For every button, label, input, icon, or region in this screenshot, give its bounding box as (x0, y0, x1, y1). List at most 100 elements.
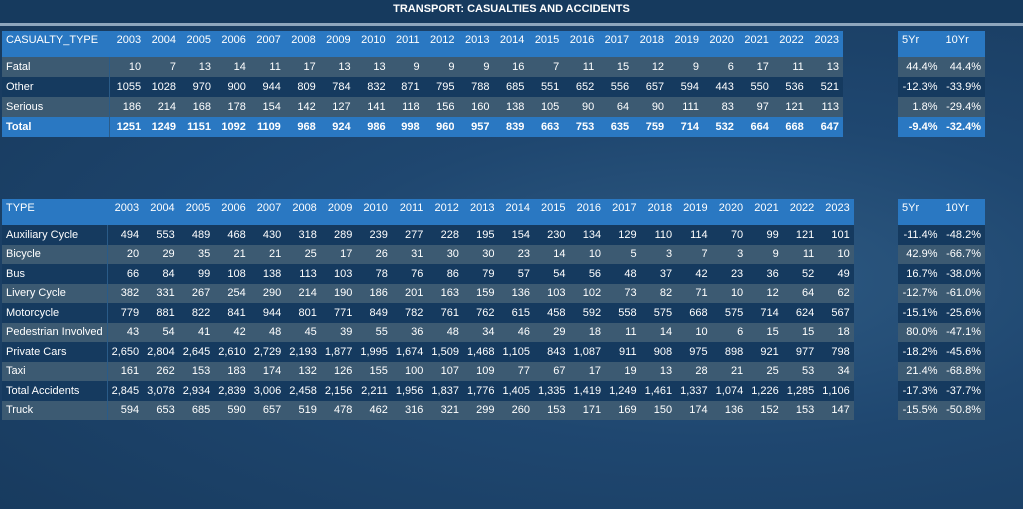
cell-value: 458 (534, 303, 570, 323)
cell-value: 590 (214, 400, 250, 420)
table-row: -11.4% -48.2% (898, 225, 985, 245)
cell-value: 2,845 (107, 381, 144, 401)
10yr-change: -38.0% (941, 264, 985, 284)
cell-value: 150 (640, 400, 677, 420)
cell-value: 64 (598, 97, 634, 117)
cell-value: 11 (605, 322, 641, 342)
cell-value: 2,193 (285, 342, 321, 362)
cell-value: 494 (107, 225, 144, 245)
5yr-change: -11.4% (898, 225, 942, 245)
cell-value: 443 (702, 77, 738, 97)
10yr-change: -48.2% (941, 225, 985, 245)
cell-value: 34 (818, 361, 854, 381)
row-label: Pedestrian Involved (2, 322, 108, 342)
cell-value: 13 (180, 57, 215, 77)
cell-value: 1,105 (498, 342, 534, 362)
cell-value: 871 (389, 77, 424, 97)
row-label: Taxi (2, 361, 108, 381)
cell-value: 6 (711, 322, 748, 342)
table-row: Truck 594 653 685 590 657 519 478 462 316 321 299 26… (2, 400, 854, 420)
table-row: Fatal 10 7 13 14 11 17 13 13 9 9 9 16 7 11 15 12 9 6 17 11 13 (2, 57, 843, 77)
10yr-change: -61.0% (941, 283, 985, 303)
cell-value: 161 (107, 361, 144, 381)
cell-value: 153 (782, 400, 819, 420)
cell-value: 84 (143, 264, 179, 284)
cell-value: 316 (391, 400, 428, 420)
cell-value: 1,837 (427, 381, 463, 401)
cell-value: 15 (598, 57, 634, 77)
cell-value: 1251 (109, 117, 146, 137)
header-row: CASUALTY_TYPE 2003 2004 2005 2006 2007 2008 200… (2, 31, 843, 57)
cell-value: 21 (214, 244, 250, 264)
cell-value: 575 (711, 303, 748, 323)
cell-value: 652 (563, 77, 599, 97)
cell-value: 186 (356, 283, 392, 303)
year-header: 2021 (737, 31, 773, 57)
cell-value: 556 (598, 77, 634, 97)
cell-value: 839 (493, 117, 529, 137)
cell-value: 15 (747, 322, 783, 342)
cell-value: 17 (320, 244, 357, 264)
cell-value: 28 (676, 361, 712, 381)
cell-value: 290 (249, 283, 286, 303)
cell-value: 267 (178, 283, 215, 303)
cell-value: 56 (569, 264, 606, 284)
table-row: Bus 66 84 99 108 138 113 103 78 76 86 79 57 54 56 48 37 4… (2, 264, 854, 284)
cell-value: 536 (772, 77, 808, 97)
cell-value: 1,405 (498, 381, 534, 401)
accidents-change-table: 5Yr 10Yr -11.4% -48.2% 42.9% -66.7% 16.7% -38.0… (898, 199, 985, 420)
cell-value: 101 (818, 225, 854, 245)
accidents-table: TYPE 2003 2004 2005 2006 2007 2008 2009 2010 2011… (2, 199, 854, 420)
cell-value: 254 (214, 283, 250, 303)
5yr-change: -12.3% (898, 77, 942, 97)
cell-value: 114 (676, 225, 712, 245)
cell-value: 15 (782, 322, 819, 342)
year-header: 2011 (391, 199, 428, 225)
cell-value: 594 (668, 77, 703, 97)
cell-value: 155 (356, 361, 392, 381)
cell-value: 1,877 (320, 342, 357, 362)
year-header: 2013 (458, 31, 494, 57)
10yr-change: -29.4% (941, 97, 985, 117)
cell-value: 26 (356, 244, 392, 264)
cell-value: 110 (640, 225, 677, 245)
year-header: 2006 (214, 31, 250, 57)
cell-value: 54 (534, 264, 570, 284)
cell-value: 10 (818, 244, 854, 264)
cell-value: 2,156 (320, 381, 357, 401)
row-label: Serious (2, 97, 111, 117)
cell-value: 153 (534, 400, 570, 420)
cell-value: 1,337 (676, 381, 712, 401)
cell-value: 653 (143, 400, 179, 420)
cell-value: 29 (143, 244, 179, 264)
cell-value: 121 (772, 97, 808, 117)
row-label: Other (2, 77, 111, 97)
cell-value: 2,729 (249, 342, 286, 362)
cell-value: 1151 (180, 117, 215, 137)
year-header: 2014 (493, 31, 529, 57)
cell-value: 154 (498, 225, 534, 245)
cell-value: 30 (462, 244, 499, 264)
cell-value: 11 (782, 244, 819, 264)
cell-value: 1,956 (391, 381, 428, 401)
cell-value: 100 (391, 361, 428, 381)
cell-value: 82 (640, 283, 677, 303)
cell-value: 13 (807, 57, 843, 77)
cell-value: 42 (676, 264, 712, 284)
header-row: 5Yr 10Yr (898, 31, 985, 57)
cell-value: 1,335 (534, 381, 570, 401)
cell-value: 7 (145, 57, 181, 77)
cell-value: 30 (427, 244, 463, 264)
cell-value: 10 (569, 244, 606, 264)
cell-value: 201 (391, 283, 428, 303)
table-row: Private Cars 2,650 2,804 2,645 2,610 2,729 2,1… (2, 342, 854, 362)
table-row: 21.4% -68.8% (898, 361, 985, 381)
cell-value: 159 (462, 283, 499, 303)
cell-value: 97 (737, 97, 773, 117)
cell-value: 90 (633, 97, 669, 117)
cell-value: 1109 (249, 117, 285, 137)
cell-value: 2,610 (214, 342, 250, 362)
cell-value: 134 (569, 225, 606, 245)
cell-value: 153 (178, 361, 215, 381)
casualties-table: CASUALTY_TYPE 2003 2004 2005 2006 2007 2008 200… (2, 31, 843, 137)
